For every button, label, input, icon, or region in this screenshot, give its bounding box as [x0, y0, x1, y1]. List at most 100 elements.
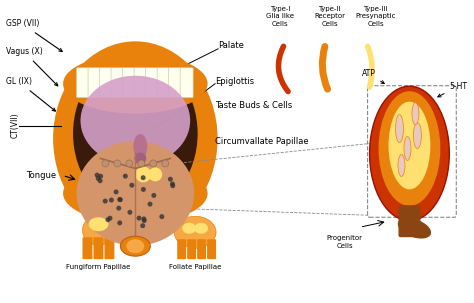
Circle shape — [137, 216, 142, 221]
Circle shape — [103, 198, 108, 204]
FancyBboxPatch shape — [140, 187, 152, 211]
FancyBboxPatch shape — [197, 239, 206, 259]
FancyBboxPatch shape — [140, 182, 149, 201]
Circle shape — [114, 189, 118, 195]
FancyBboxPatch shape — [76, 68, 90, 98]
FancyBboxPatch shape — [111, 68, 124, 98]
FancyBboxPatch shape — [93, 237, 103, 259]
Ellipse shape — [398, 155, 405, 176]
Ellipse shape — [182, 223, 196, 234]
Ellipse shape — [63, 163, 208, 223]
Ellipse shape — [127, 239, 144, 253]
Ellipse shape — [370, 86, 449, 221]
Circle shape — [150, 160, 157, 167]
FancyBboxPatch shape — [134, 68, 147, 98]
Circle shape — [147, 201, 153, 207]
Text: Fungiform Papillae: Fungiform Papillae — [66, 264, 131, 270]
FancyBboxPatch shape — [88, 68, 101, 98]
Circle shape — [138, 160, 145, 167]
Text: Foliate Papillae: Foliate Papillae — [169, 264, 221, 270]
Circle shape — [148, 168, 162, 181]
Ellipse shape — [81, 76, 190, 165]
Ellipse shape — [404, 137, 411, 161]
Circle shape — [170, 181, 175, 186]
Circle shape — [109, 198, 114, 202]
Ellipse shape — [395, 115, 403, 142]
FancyBboxPatch shape — [107, 187, 118, 211]
Circle shape — [117, 197, 122, 202]
Text: Circumvallate Papillae: Circumvallate Papillae — [215, 137, 309, 146]
FancyBboxPatch shape — [180, 68, 193, 98]
Circle shape — [123, 174, 128, 178]
FancyBboxPatch shape — [130, 182, 139, 201]
Circle shape — [116, 206, 121, 211]
Text: GSP (VII): GSP (VII) — [6, 19, 62, 52]
Circle shape — [168, 177, 173, 182]
FancyBboxPatch shape — [104, 237, 114, 259]
Ellipse shape — [63, 54, 208, 114]
Text: Progenitor
Cells: Progenitor Cells — [327, 235, 363, 249]
Ellipse shape — [73, 56, 198, 211]
FancyBboxPatch shape — [100, 68, 112, 98]
FancyBboxPatch shape — [207, 239, 216, 259]
Circle shape — [129, 183, 134, 188]
Circle shape — [105, 217, 110, 222]
Circle shape — [98, 178, 102, 183]
Ellipse shape — [53, 41, 218, 236]
Circle shape — [141, 175, 146, 180]
Ellipse shape — [89, 217, 109, 231]
Circle shape — [96, 176, 100, 181]
Circle shape — [98, 174, 103, 179]
FancyBboxPatch shape — [123, 68, 136, 98]
Circle shape — [141, 187, 146, 192]
Circle shape — [134, 152, 146, 165]
Circle shape — [170, 183, 175, 188]
FancyBboxPatch shape — [173, 187, 186, 211]
Circle shape — [151, 193, 156, 198]
Ellipse shape — [120, 236, 150, 256]
Ellipse shape — [76, 141, 194, 246]
FancyBboxPatch shape — [118, 187, 129, 211]
Ellipse shape — [379, 91, 440, 206]
Circle shape — [142, 218, 147, 223]
Ellipse shape — [413, 123, 421, 148]
FancyBboxPatch shape — [150, 182, 159, 201]
Circle shape — [162, 160, 169, 167]
Ellipse shape — [412, 103, 419, 125]
Text: Type-I
Glia like
Cells: Type-I Glia like Cells — [266, 6, 294, 27]
Text: Tongue: Tongue — [26, 171, 56, 180]
FancyBboxPatch shape — [177, 239, 186, 259]
Ellipse shape — [174, 216, 216, 248]
Text: Epiglottis: Epiglottis — [215, 77, 254, 86]
Circle shape — [102, 160, 109, 167]
FancyBboxPatch shape — [187, 239, 196, 259]
FancyBboxPatch shape — [151, 187, 163, 211]
Text: Type-III
Presynaptic
Cells: Type-III Presynaptic Cells — [356, 6, 396, 27]
Text: CT(VII): CT(VII) — [11, 113, 20, 138]
FancyBboxPatch shape — [95, 187, 107, 211]
FancyBboxPatch shape — [146, 68, 159, 98]
Text: Palate: Palate — [218, 41, 244, 50]
Circle shape — [95, 173, 100, 178]
Ellipse shape — [128, 158, 172, 198]
FancyBboxPatch shape — [163, 187, 174, 211]
FancyBboxPatch shape — [157, 68, 170, 98]
Circle shape — [117, 220, 122, 225]
Text: GL (IX): GL (IX) — [6, 77, 55, 111]
Circle shape — [128, 210, 132, 215]
Circle shape — [136, 166, 151, 182]
FancyBboxPatch shape — [399, 205, 420, 237]
Text: ATP: ATP — [362, 69, 384, 84]
Ellipse shape — [133, 134, 147, 159]
Text: Taste Buds & Cells: Taste Buds & Cells — [215, 101, 292, 110]
Circle shape — [126, 160, 133, 167]
FancyBboxPatch shape — [160, 182, 169, 201]
Circle shape — [159, 214, 164, 219]
FancyBboxPatch shape — [82, 237, 92, 259]
Ellipse shape — [194, 223, 208, 234]
Circle shape — [114, 160, 121, 167]
Circle shape — [118, 197, 123, 202]
Text: Type-II
Receptor
Cells: Type-II Receptor Cells — [314, 6, 345, 27]
Text: Vagus (X): Vagus (X) — [6, 47, 58, 86]
FancyBboxPatch shape — [84, 187, 96, 211]
